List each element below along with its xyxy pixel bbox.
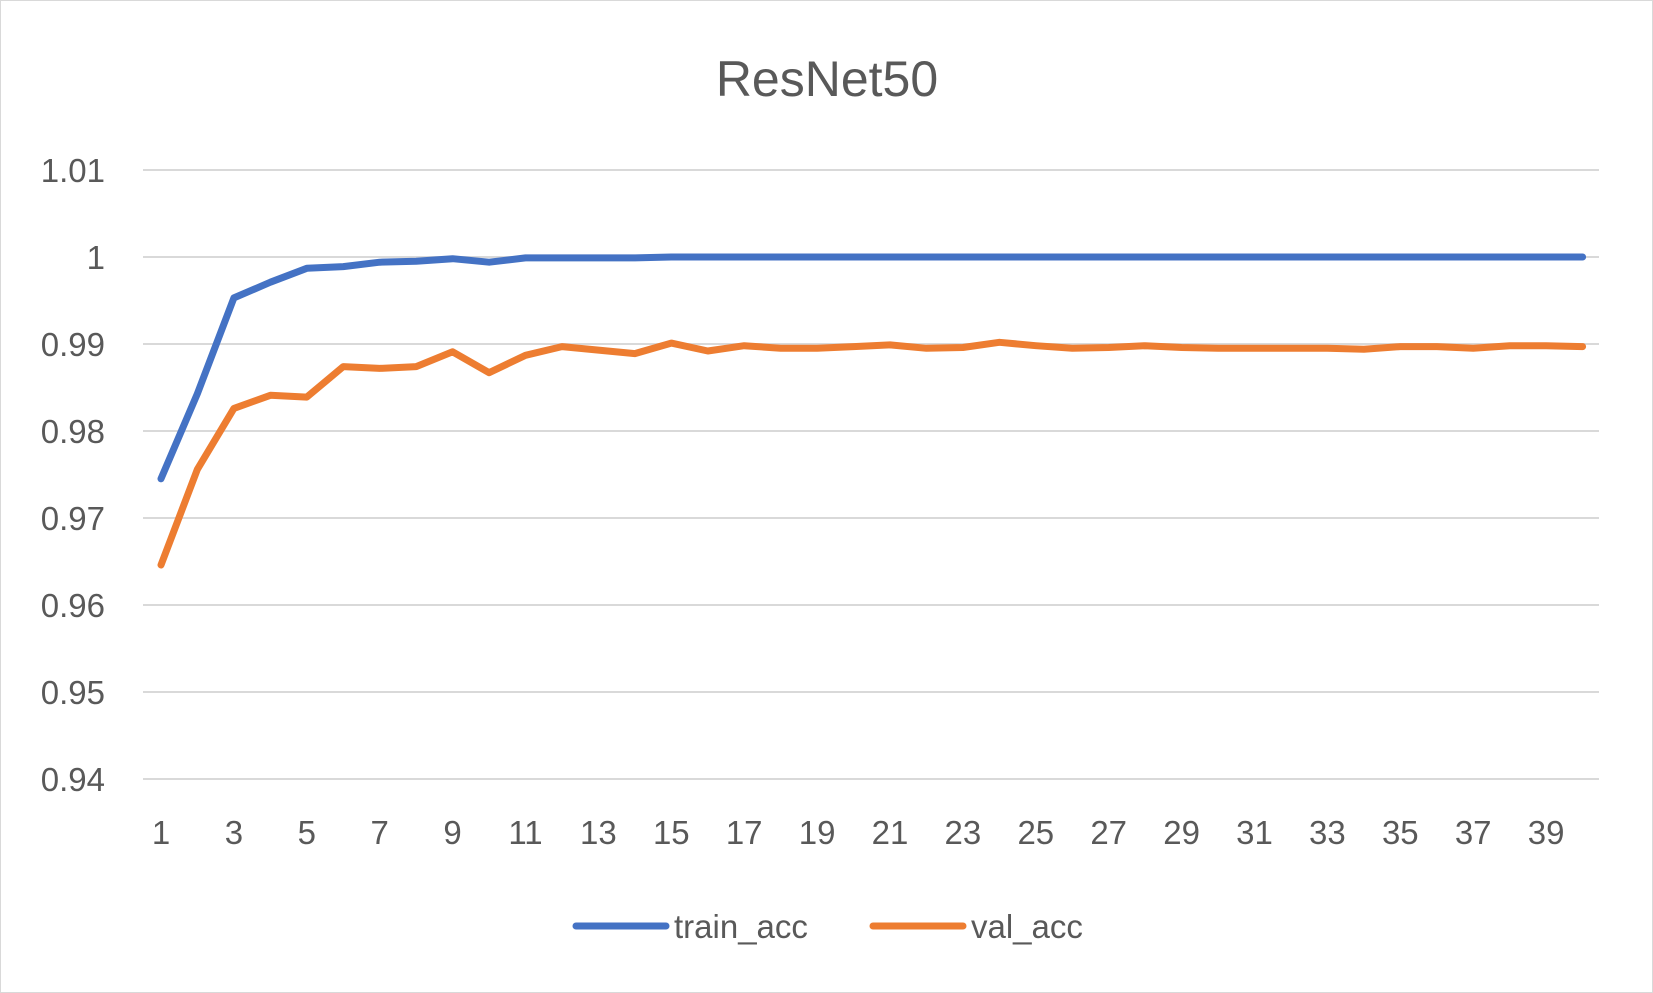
x-tick-label: 35 (1382, 814, 1419, 851)
legend: train_acc val_acc (572, 908, 1083, 945)
x-tick-label: 23 (945, 814, 982, 851)
x-tick-label: 29 (1163, 814, 1200, 851)
legend-label-val-acc: val_acc (971, 908, 1083, 945)
series-line-train-acc (157, 253, 1587, 483)
y-axis-labels: 1.01 1 0.99 0.98 0.97 0.96 0.95 0.94 (41, 152, 105, 798)
x-tick-label: 27 (1090, 814, 1127, 851)
x-tick-label: 5 (298, 814, 316, 851)
y-tick-label: 1.01 (41, 152, 105, 189)
x-tick-label: 25 (1017, 814, 1054, 851)
chart-title: ResNet50 (716, 51, 938, 107)
y-tick-label: 0.97 (41, 500, 105, 537)
x-tick-label: 11 (508, 814, 542, 851)
x-axis-labels: 1 3 5 7 9 11 13 15 17 19 21 23 25 27 29 31 33 35 37 39 (152, 814, 1565, 851)
x-tick-label: 3 (225, 814, 243, 851)
y-tick-label: 0.99 (41, 326, 105, 363)
x-tick-label: 33 (1309, 814, 1346, 851)
series-lines (157, 253, 1587, 569)
series-line-val-acc (157, 338, 1587, 569)
x-tick-label: 1 (152, 814, 170, 851)
x-tick-label: 9 (443, 814, 461, 851)
x-tick-label: 17 (726, 814, 763, 851)
x-tick-label: 19 (799, 814, 836, 851)
y-tick-label: 0.98 (41, 413, 105, 450)
x-tick-label: 37 (1455, 814, 1492, 851)
x-tick-label: 39 (1528, 814, 1565, 851)
x-tick-label: 31 (1236, 814, 1273, 851)
x-tick-label: 13 (580, 814, 617, 851)
legend-label-train-acc: train_acc (674, 908, 808, 945)
y-tick-label: 0.95 (41, 674, 105, 711)
y-tick-label: 0.96 (41, 587, 105, 624)
x-tick-label: 21 (872, 814, 909, 851)
x-tick-label: 7 (371, 814, 389, 851)
x-tick-label: 15 (653, 814, 690, 851)
y-tick-label: 1 (87, 239, 105, 276)
y-tick-label: 0.94 (41, 761, 105, 798)
